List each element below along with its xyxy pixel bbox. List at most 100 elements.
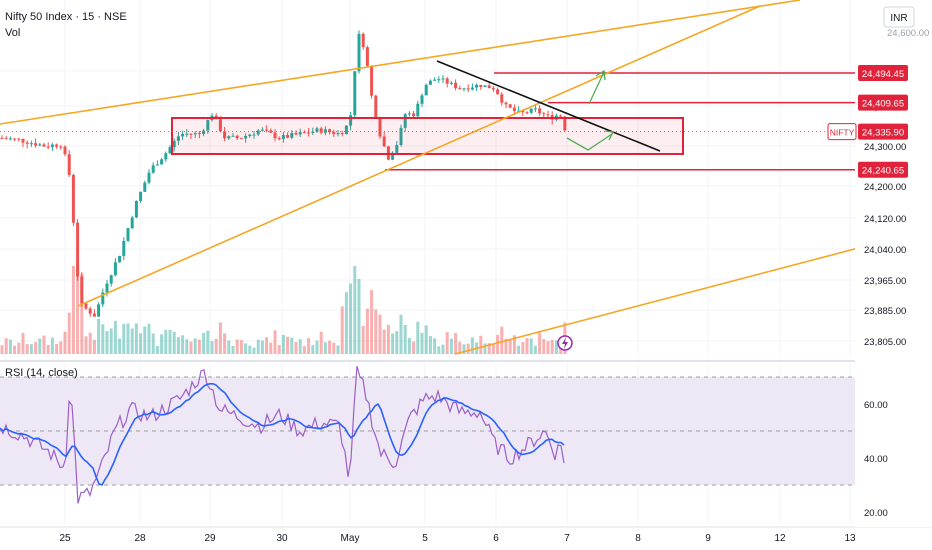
volume-bar bbox=[63, 331, 67, 354]
volume-bar bbox=[286, 336, 290, 354]
volume-bar bbox=[8, 339, 12, 354]
candle-body bbox=[109, 275, 113, 284]
volume-bar bbox=[395, 331, 399, 354]
price-axis[interactable] bbox=[855, 0, 932, 527]
candle-body bbox=[134, 201, 138, 218]
volume-bar bbox=[244, 343, 248, 354]
candle-body bbox=[470, 87, 474, 90]
volume-bar bbox=[554, 340, 558, 354]
candle-body bbox=[260, 129, 264, 131]
volume-bar bbox=[97, 318, 101, 354]
time-tick-label: 8 bbox=[635, 533, 641, 544]
candle-body bbox=[286, 134, 290, 138]
volume-bar bbox=[521, 342, 525, 354]
volume-bar bbox=[55, 343, 59, 354]
candle-body bbox=[344, 125, 348, 135]
volume-bar bbox=[223, 333, 227, 354]
volume-bar bbox=[466, 343, 470, 354]
volume-bar bbox=[46, 344, 50, 354]
projection-path-up[interactable] bbox=[588, 73, 604, 105]
projection-path-down[interactable] bbox=[566, 133, 613, 151]
candle-body bbox=[155, 164, 159, 166]
candle-body bbox=[164, 153, 168, 160]
price-tag-bg bbox=[858, 64, 908, 81]
volume-bar bbox=[328, 340, 332, 354]
drawings[interactable] bbox=[0, 0, 886, 355]
price-tick-label: 23,965.00 bbox=[864, 276, 906, 287]
candle-body bbox=[454, 82, 458, 89]
candle-body bbox=[181, 134, 185, 137]
volume-bar bbox=[239, 340, 243, 354]
volume-bar bbox=[307, 338, 311, 354]
volume-bar bbox=[248, 345, 252, 354]
candle-body bbox=[235, 135, 239, 139]
candle-body bbox=[8, 138, 12, 140]
volume-bar bbox=[512, 335, 516, 354]
candle-body bbox=[67, 154, 71, 175]
candle-body bbox=[340, 133, 344, 135]
candle-body bbox=[239, 138, 243, 140]
price-tick-partial: 24,600.00 bbox=[887, 28, 929, 39]
volume-bar bbox=[336, 345, 340, 354]
candle-body bbox=[118, 255, 122, 263]
volume-bar bbox=[525, 338, 529, 354]
main-pane[interactable] bbox=[0, 0, 855, 355]
volume-bar bbox=[67, 312, 71, 354]
upper-channel-line[interactable] bbox=[0, 0, 801, 125]
candle-body bbox=[55, 144, 59, 147]
lower-channel-line[interactable] bbox=[454, 240, 886, 355]
candle-body bbox=[265, 129, 269, 131]
candle-body bbox=[80, 276, 84, 304]
volume-bar bbox=[155, 345, 159, 354]
volume-bar bbox=[315, 340, 319, 354]
volume-bar bbox=[164, 329, 168, 354]
candle-body bbox=[185, 133, 189, 135]
volume-bar bbox=[542, 338, 546, 354]
candle-body bbox=[273, 132, 277, 139]
candle-body bbox=[512, 107, 516, 111]
range-box[interactable] bbox=[171, 117, 684, 155]
time-tick-label: 7 bbox=[564, 533, 570, 544]
candle-body bbox=[143, 182, 147, 192]
volume-bar bbox=[449, 338, 453, 354]
volume-bar bbox=[445, 332, 449, 354]
rsi-tick-label: 60.00 bbox=[864, 400, 888, 411]
candle-body bbox=[281, 134, 285, 139]
volume-bar bbox=[487, 343, 491, 354]
candle-body bbox=[189, 133, 193, 135]
candles[interactable] bbox=[0, 30, 567, 318]
candle-body bbox=[248, 134, 252, 137]
volume-bar bbox=[80, 273, 84, 354]
candle-body bbox=[294, 133, 298, 135]
candle-body bbox=[202, 130, 206, 134]
candle-body bbox=[17, 138, 21, 140]
currency-badge[interactable] bbox=[883, 6, 915, 28]
time-axis[interactable]: 25 28 29 30 May 5 6 7 8 9 12 13 bbox=[59, 533, 856, 544]
candle-body bbox=[63, 146, 67, 155]
volume-bar bbox=[126, 323, 130, 354]
candle-body bbox=[458, 88, 462, 90]
volume-bar bbox=[538, 332, 542, 354]
candle-body bbox=[328, 129, 332, 133]
volume-bar bbox=[546, 340, 550, 354]
candle-body bbox=[193, 133, 197, 135]
candle-body bbox=[21, 138, 25, 143]
lightning-icon[interactable] bbox=[557, 335, 573, 351]
candle-body bbox=[176, 136, 180, 141]
candle-body bbox=[151, 165, 155, 173]
candle-body bbox=[252, 134, 256, 136]
price-tag-label: 24,240.65 bbox=[862, 166, 904, 177]
volume-bar bbox=[479, 335, 483, 354]
candle-body bbox=[441, 78, 445, 80]
volume-bar bbox=[252, 347, 256, 354]
resistance-trendline[interactable] bbox=[436, 60, 661, 152]
candle-body bbox=[491, 88, 495, 90]
candle-body bbox=[466, 88, 470, 90]
volume-bar bbox=[34, 342, 38, 354]
candle-body bbox=[147, 172, 151, 183]
volume-bar bbox=[533, 345, 537, 354]
price-tick-label: 23,805.00 bbox=[864, 337, 906, 348]
volume-bar bbox=[113, 320, 117, 354]
rising-trendline[interactable] bbox=[77, 5, 761, 307]
